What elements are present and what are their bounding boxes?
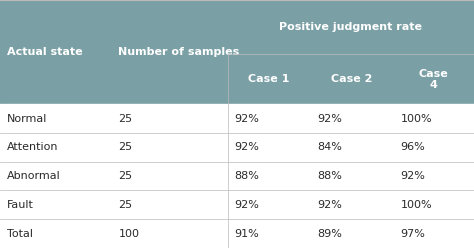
Text: Case
4: Case 4 bbox=[419, 69, 448, 90]
Text: 88%: 88% bbox=[318, 171, 342, 181]
Text: 92%: 92% bbox=[235, 114, 259, 124]
Text: Total: Total bbox=[7, 229, 33, 239]
Text: 88%: 88% bbox=[235, 171, 259, 181]
Text: Positive judgment rate: Positive judgment rate bbox=[279, 22, 422, 32]
Bar bbox=[0, 162, 474, 190]
Text: 100%: 100% bbox=[401, 114, 432, 124]
Bar bbox=[0, 219, 474, 248]
Text: 96%: 96% bbox=[401, 142, 425, 152]
Bar bbox=[0, 104, 474, 133]
Text: Case 1: Case 1 bbox=[248, 74, 290, 84]
Text: Fault: Fault bbox=[7, 200, 34, 210]
Text: 25: 25 bbox=[118, 171, 133, 181]
Text: Actual state: Actual state bbox=[7, 47, 83, 57]
Text: Number of samples: Number of samples bbox=[118, 47, 240, 57]
Bar bbox=[0, 0, 474, 104]
Text: 91%: 91% bbox=[235, 229, 259, 239]
Bar bbox=[0, 190, 474, 219]
Text: 92%: 92% bbox=[235, 142, 259, 152]
Text: 100%: 100% bbox=[401, 200, 432, 210]
Text: 92%: 92% bbox=[318, 114, 342, 124]
Text: Abnormal: Abnormal bbox=[7, 171, 61, 181]
Text: 25: 25 bbox=[118, 114, 133, 124]
Text: Case 2: Case 2 bbox=[331, 74, 373, 84]
Text: Attention: Attention bbox=[7, 142, 59, 152]
Text: 25: 25 bbox=[118, 142, 133, 152]
Text: 84%: 84% bbox=[318, 142, 342, 152]
Text: 97%: 97% bbox=[401, 229, 425, 239]
Text: 25: 25 bbox=[118, 200, 133, 210]
Text: 89%: 89% bbox=[318, 229, 342, 239]
Text: 92%: 92% bbox=[401, 171, 425, 181]
Text: 92%: 92% bbox=[318, 200, 342, 210]
Text: Normal: Normal bbox=[7, 114, 47, 124]
Bar bbox=[0, 133, 474, 162]
Text: 100: 100 bbox=[118, 229, 139, 239]
Text: 92%: 92% bbox=[235, 200, 259, 210]
